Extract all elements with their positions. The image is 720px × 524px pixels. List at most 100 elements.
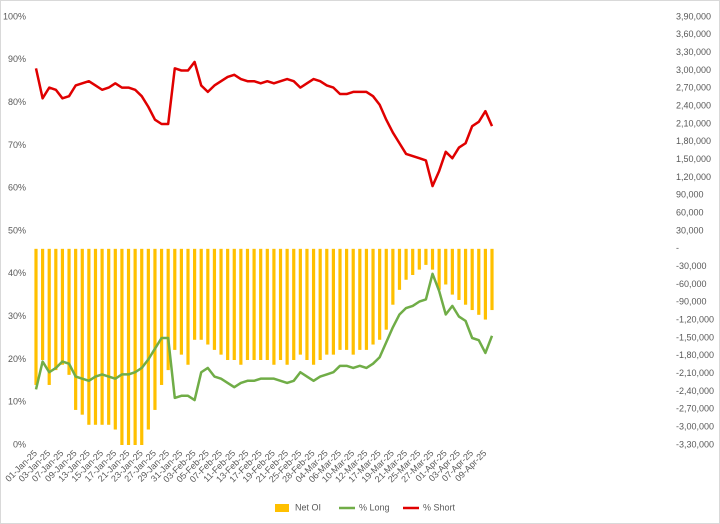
bar — [318, 248, 322, 360]
bar — [371, 248, 375, 345]
bar — [437, 248, 441, 290]
bar — [490, 248, 494, 311]
legend-label: Net OI — [295, 502, 321, 512]
y2-tick-label: -60,000 — [676, 279, 707, 289]
y-tick-label: 10% — [8, 397, 26, 407]
bar — [292, 248, 296, 360]
y2-tick-label: 3,00,000 — [676, 65, 711, 75]
bar — [444, 248, 448, 285]
bar — [477, 248, 481, 315]
bar — [331, 248, 335, 355]
bar — [345, 248, 349, 350]
bar — [54, 248, 58, 371]
y2-tick-label: -3,00,000 — [676, 422, 714, 432]
y-tick-label: 90% — [8, 54, 26, 64]
bar — [265, 248, 269, 360]
bar — [179, 248, 183, 355]
bar — [67, 248, 71, 375]
bar — [146, 248, 150, 430]
y-tick-label: 20% — [8, 354, 26, 364]
bar — [450, 248, 454, 295]
bar — [87, 248, 91, 425]
bar — [93, 248, 98, 425]
bar — [206, 248, 210, 345]
y-tick-label: 0% — [13, 439, 26, 449]
y2-tick-label: -30,000 — [676, 261, 707, 271]
y2-tick-label: 2,40,000 — [676, 101, 711, 111]
bar — [100, 248, 104, 425]
bar — [113, 248, 117, 430]
bar — [397, 248, 402, 290]
bar — [34, 248, 38, 385]
bar — [424, 248, 428, 265]
bar — [199, 248, 203, 340]
legend-label: % Long — [359, 502, 390, 512]
y-tick-label: 80% — [8, 97, 26, 107]
bar — [186, 248, 190, 365]
bar — [384, 248, 388, 330]
y2-tick-label: 1,80,000 — [676, 136, 711, 146]
bar — [278, 248, 283, 360]
y2-tick-label: 30,000 — [676, 225, 704, 235]
y2-tick-label: -90,000 — [676, 297, 707, 307]
bar — [173, 248, 177, 350]
bar — [47, 248, 51, 385]
y2-tick-label: 1,50,000 — [676, 154, 711, 164]
line — [34, 60, 494, 188]
bar — [311, 248, 316, 365]
y2-tick-label: 3,60,000 — [676, 29, 711, 39]
y-tick-label: 60% — [8, 183, 26, 193]
y2-tick-label: -1,20,000 — [676, 315, 714, 325]
bar — [153, 248, 157, 410]
bar — [430, 248, 435, 270]
bar — [358, 248, 362, 350]
bar — [159, 248, 164, 385]
y2-tick-label: 2,70,000 — [676, 83, 711, 93]
bar — [219, 248, 223, 355]
y-tick-label: 100% — [3, 11, 26, 21]
bar — [285, 248, 289, 365]
y2-tick-label: -2,70,000 — [676, 404, 714, 414]
bar — [74, 248, 78, 410]
bar — [483, 248, 487, 320]
bar — [272, 248, 276, 365]
y-tick-label: 50% — [8, 225, 26, 235]
bar — [404, 248, 408, 280]
bar — [325, 248, 329, 355]
bar — [470, 248, 474, 311]
bar — [126, 248, 131, 445]
y-tick-label: 30% — [8, 311, 26, 321]
bar — [351, 248, 355, 355]
bar — [338, 248, 342, 350]
y2-tick-label: -1,80,000 — [676, 350, 714, 360]
bar — [259, 248, 263, 360]
y2-tick-label: 1,20,000 — [676, 172, 711, 182]
bar — [193, 248, 197, 340]
y2-tick-label: 90,000 — [676, 190, 704, 200]
y2-tick-label: -2,10,000 — [676, 368, 714, 378]
bar — [378, 248, 382, 340]
bar — [417, 248, 421, 270]
bar — [391, 248, 395, 305]
bar — [463, 248, 468, 305]
bar — [107, 248, 111, 425]
y2-tick-label: 3,90,000 — [676, 11, 711, 21]
y-tick-label: 70% — [8, 140, 26, 150]
bar — [457, 248, 461, 300]
y2-tick-label: 2,10,000 — [676, 118, 711, 128]
y2-tick-label: -1,50,000 — [676, 332, 714, 342]
bar — [60, 248, 65, 365]
bar — [166, 248, 170, 371]
y2-tick-label: -2,40,000 — [676, 386, 714, 396]
bar — [120, 248, 124, 445]
bar — [305, 248, 309, 360]
bar — [252, 248, 256, 360]
bar — [364, 248, 369, 350]
bar — [239, 248, 243, 365]
bar — [226, 248, 230, 360]
bar — [41, 248, 45, 360]
bar — [212, 248, 217, 350]
y-tick-label: 40% — [8, 268, 26, 278]
bar — [245, 248, 250, 360]
